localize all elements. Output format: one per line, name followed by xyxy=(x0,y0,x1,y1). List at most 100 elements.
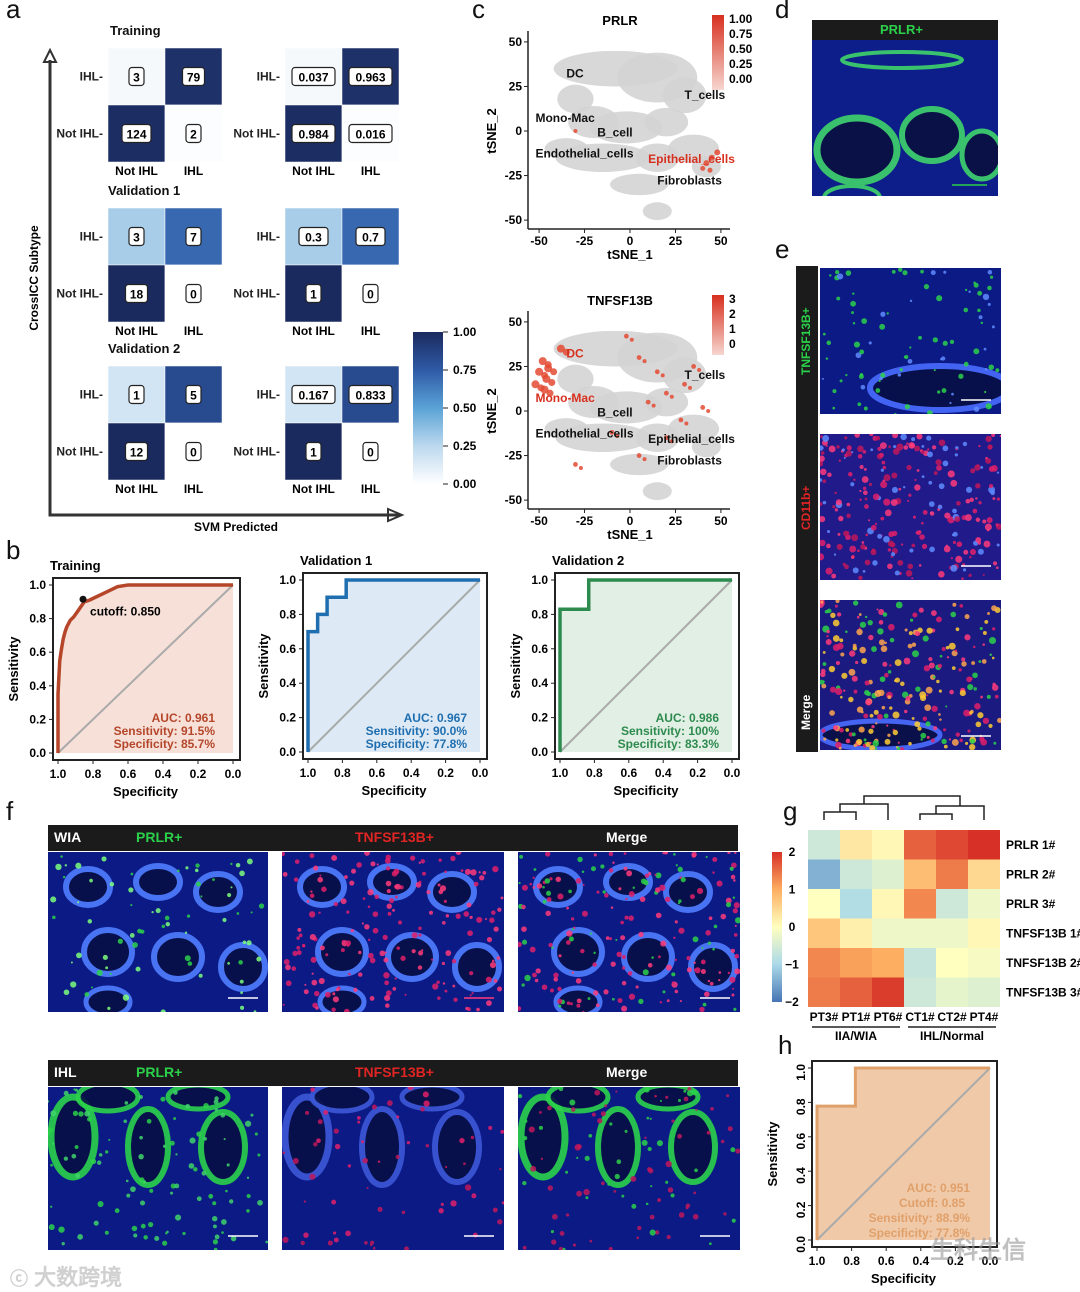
cell-signal xyxy=(173,1090,178,1095)
cell-signal xyxy=(189,1137,196,1144)
cell-signal xyxy=(677,1133,683,1139)
cell-signal xyxy=(875,722,878,725)
cell-signal xyxy=(989,653,992,657)
cell-signal xyxy=(246,1193,251,1199)
cell-signal xyxy=(90,1158,97,1165)
cell-signal xyxy=(979,626,983,631)
cell-signal xyxy=(91,986,94,989)
cell-signal xyxy=(990,490,995,496)
cm-value-label: 2 xyxy=(190,128,197,142)
cell-signal xyxy=(518,881,521,885)
cell-signal xyxy=(565,1213,570,1217)
cell-signal xyxy=(400,955,406,961)
cell-signal xyxy=(920,450,925,455)
cell-signal xyxy=(927,410,933,414)
cm-value-box xyxy=(291,66,336,87)
cell-signal xyxy=(622,966,626,970)
cell-signal xyxy=(361,922,364,925)
heatmap-cell xyxy=(872,830,904,860)
cell-signal xyxy=(996,543,1000,547)
cell-signal xyxy=(524,1119,528,1123)
micrograph-image xyxy=(48,1087,268,1250)
cell-signal xyxy=(695,1108,698,1112)
cell-signal xyxy=(975,537,982,543)
cell-signal xyxy=(460,869,464,873)
cell-signal xyxy=(952,540,956,545)
cm-value-box xyxy=(181,66,206,87)
cell-signal xyxy=(962,568,967,572)
cell-signal xyxy=(930,610,937,617)
cell-signal xyxy=(673,853,676,856)
cell-signal xyxy=(987,302,991,306)
cell-signal xyxy=(84,992,90,997)
cell-signal xyxy=(551,946,554,949)
cell-signal xyxy=(499,1167,502,1171)
cell-signal xyxy=(318,977,325,985)
cell-signal xyxy=(214,1234,220,1240)
cell-signal xyxy=(865,533,869,537)
cell-signal xyxy=(931,705,938,712)
cell-signal xyxy=(518,1006,522,1011)
cell-signal xyxy=(617,998,623,1003)
heatmap-col-label: PT6# xyxy=(874,1010,903,1024)
cell-signal xyxy=(635,985,639,989)
cell-signal xyxy=(632,886,635,889)
gland-structure xyxy=(193,871,243,913)
cell-signal xyxy=(62,875,66,879)
cm-row-label: Not IHL- xyxy=(56,287,103,301)
cell-signal xyxy=(869,713,874,718)
cell-signal xyxy=(823,737,827,741)
cell-signal xyxy=(994,694,999,699)
cell-signal xyxy=(184,931,188,934)
cell-signal xyxy=(958,668,962,672)
x-tick-label: 0.0 xyxy=(982,1254,999,1268)
cell-signal xyxy=(734,968,740,975)
cell-signal xyxy=(904,354,909,360)
cell-signal xyxy=(471,1193,477,1199)
cell-signal xyxy=(387,911,392,916)
cell-signal xyxy=(878,639,885,646)
cell-signal xyxy=(872,560,878,566)
panel-e-label-tnfsf13b: TNFSF13B+ xyxy=(799,307,813,375)
cell-signal xyxy=(821,377,824,380)
y-tick-label: 0.0 xyxy=(794,1236,808,1253)
panel-f-wia-merge: Merge xyxy=(606,829,648,845)
heatmap-cell xyxy=(936,830,968,860)
cell-signal xyxy=(844,436,848,440)
cell-signal xyxy=(444,1165,448,1169)
cell-signal xyxy=(868,728,874,734)
cell-signal xyxy=(485,976,492,983)
heatmap-cell xyxy=(808,830,840,860)
cell-signal xyxy=(978,315,983,320)
cell-signal xyxy=(829,274,832,277)
cell-signal xyxy=(926,627,933,634)
cell-signal xyxy=(938,689,942,693)
cell-signal xyxy=(675,864,678,867)
cell-signal xyxy=(162,1144,167,1148)
cell-signal xyxy=(849,545,857,553)
cell-signal xyxy=(871,646,877,652)
cell-signal xyxy=(257,1199,263,1206)
cm-col-label: Not IHL xyxy=(292,482,335,496)
cell-signal xyxy=(921,543,928,550)
cell-signal xyxy=(858,627,861,630)
cell-signal xyxy=(647,962,653,968)
cell-signal xyxy=(665,1160,672,1168)
cell-signal xyxy=(853,478,856,481)
cell-signal xyxy=(733,1007,737,1011)
cell-signal xyxy=(642,969,649,976)
cell-signal xyxy=(213,1247,218,1250)
cm-value-box xyxy=(128,66,145,87)
x-tick-label: 0.6 xyxy=(620,766,637,780)
micrograph-image xyxy=(820,434,1001,580)
y-axis-label: Sensitivity xyxy=(765,1121,780,1187)
cell-signal xyxy=(694,1168,698,1173)
gland-structure xyxy=(551,927,605,977)
cm-value-label: 0.833 xyxy=(355,389,385,403)
cell-signal xyxy=(941,738,947,745)
tsne-cluster-blob xyxy=(610,173,669,196)
cell-signal xyxy=(980,321,984,325)
cell-signal xyxy=(626,870,633,877)
cell-signal xyxy=(833,553,837,556)
tsne-y-tick-label: -50 xyxy=(505,213,523,227)
